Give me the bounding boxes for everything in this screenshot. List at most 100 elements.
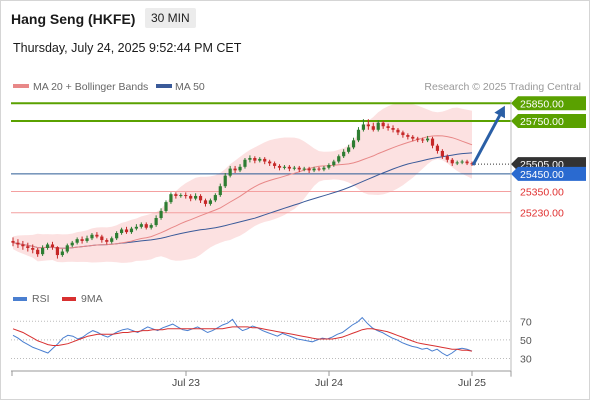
candle-body-28: [149, 225, 153, 228]
candle-body-32: [169, 194, 173, 203]
candle-body-38: [198, 195, 203, 201]
candle-body-71: [361, 124, 366, 130]
candle-body-64: [327, 165, 331, 168]
rsi-legend-label: RSI: [32, 293, 50, 305]
rsi-ma-line: [12, 326, 473, 352]
resistance-label-1: 25750.00: [520, 116, 564, 128]
candle-body-9: [55, 247, 60, 256]
candle-body-59: [302, 168, 306, 170]
candle-body-53: [272, 163, 277, 166]
candle-body-84: [425, 138, 430, 141]
candle-body-45: [233, 168, 237, 171]
candle-body-18: [100, 236, 104, 241]
resistance-label-bg-0: [511, 96, 586, 111]
candle-body-11: [65, 245, 69, 252]
candle-body-54: [277, 165, 282, 168]
candle-body-14: [80, 239, 84, 241]
current-label-bg-3: [511, 166, 586, 181]
candle-body-76: [386, 126, 390, 128]
candles: [11, 119, 474, 259]
rsi-ma-legend-label: 9MA: [81, 293, 103, 305]
candle-body-44: [228, 168, 232, 176]
x-tick-label-1: Jul 24: [315, 377, 343, 389]
candle-body-0: [11, 240, 15, 243]
candle-body-87: [440, 150, 444, 157]
candle-body-17: [95, 234, 99, 237]
ma50-legend-label: MA 50: [175, 81, 205, 93]
bollinger-band-fill: [13, 103, 472, 263]
candle-body-34: [179, 195, 183, 197]
candle-body-15: [85, 238, 89, 241]
x-tick-label-0: Jul 23: [172, 377, 200, 389]
ma20-line: [12, 135, 473, 249]
candle-body-67: [342, 151, 346, 157]
candle-body-83: [421, 139, 425, 141]
candle-body-85: [430, 138, 435, 146]
candle-body-1: [16, 242, 20, 245]
resistance-label-0: 25850.00: [520, 98, 564, 110]
ma20-legend-swatch: [13, 84, 29, 88]
bollinger-band: [13, 103, 472, 263]
candle-body-55: [282, 166, 287, 168]
candle-body-16: [90, 234, 94, 239]
rsi-tick-50: 50: [520, 335, 532, 347]
rsi-panel: 70 50 30: [11, 316, 532, 366]
candle-body-6: [41, 248, 45, 255]
candle-body-26: [139, 224, 143, 227]
candle-body-3: [26, 246, 30, 248]
candle-body-66: [337, 156, 341, 162]
ma20-legend-label: MA 20 + Bollinger Bands: [33, 81, 148, 93]
candle-body-62: [317, 168, 321, 170]
current-label-3: 25450.00: [520, 169, 564, 181]
support-label-5: 25230.00: [520, 208, 564, 220]
candle-body-33: [174, 194, 178, 196]
candle-body-60: [307, 168, 311, 171]
candle-body-46: [238, 166, 242, 171]
projection-arrow: [471, 105, 505, 166]
candle-body-12: [70, 242, 74, 246]
moving-averages: [12, 135, 473, 249]
candle-body-61: [312, 168, 316, 171]
candle-body-57: [292, 167, 296, 169]
candle-body-69: [351, 140, 356, 148]
candle-body-29: [154, 218, 158, 226]
candle-body-63: [322, 167, 326, 170]
level-labels: 25850.0025750.0025505.0025450.0025350.00…: [511, 96, 586, 220]
x-axis: Jul 23 Jul 24 Jul 25: [11, 371, 512, 389]
candle-body-91: [460, 161, 464, 163]
candle-body-51: [263, 158, 267, 162]
candle-body-77: [391, 128, 395, 130]
timeframe-badge[interactable]: 30 MIN: [145, 8, 196, 28]
rsi-line: [12, 316, 473, 357]
candle-body-47: [243, 159, 247, 167]
candle-body-80: [406, 135, 410, 137]
candle-body-90: [455, 162, 459, 164]
candle-body-74: [376, 122, 380, 130]
arrow-shaft: [471, 108, 505, 166]
candle-body-19: [105, 240, 109, 242]
candle-body-81: [411, 136, 415, 139]
candle-body-23: [124, 229, 129, 233]
candle-body-39: [203, 200, 208, 204]
rsi-legend-swatch: [13, 297, 27, 301]
resistance-label-bg-1: [511, 113, 586, 128]
candle-body-25: [134, 226, 138, 229]
candle-body-2: [21, 244, 25, 247]
arrow-head: [494, 105, 505, 119]
timestamp: Thursday, July 24, 2025 9:52:44 PM CET: [13, 41, 242, 55]
candle-body-65: [332, 161, 336, 166]
candle-body-70: [356, 129, 361, 141]
candle-body-75: [381, 122, 385, 127]
candle-body-89: [450, 159, 454, 164]
rsi-ma-legend-swatch: [62, 297, 76, 301]
candle-body-22: [119, 229, 124, 233]
rsi-tick-70: 70: [520, 316, 532, 328]
candle-body-86: [435, 145, 440, 151]
candle-body-72: [366, 124, 370, 127]
candle-body-92: [465, 161, 469, 164]
rsi-tick-30: 30: [520, 354, 532, 366]
candle-body-88: [445, 156, 449, 160]
candle-body-20: [110, 238, 114, 242]
candle-body-21: [115, 233, 119, 239]
